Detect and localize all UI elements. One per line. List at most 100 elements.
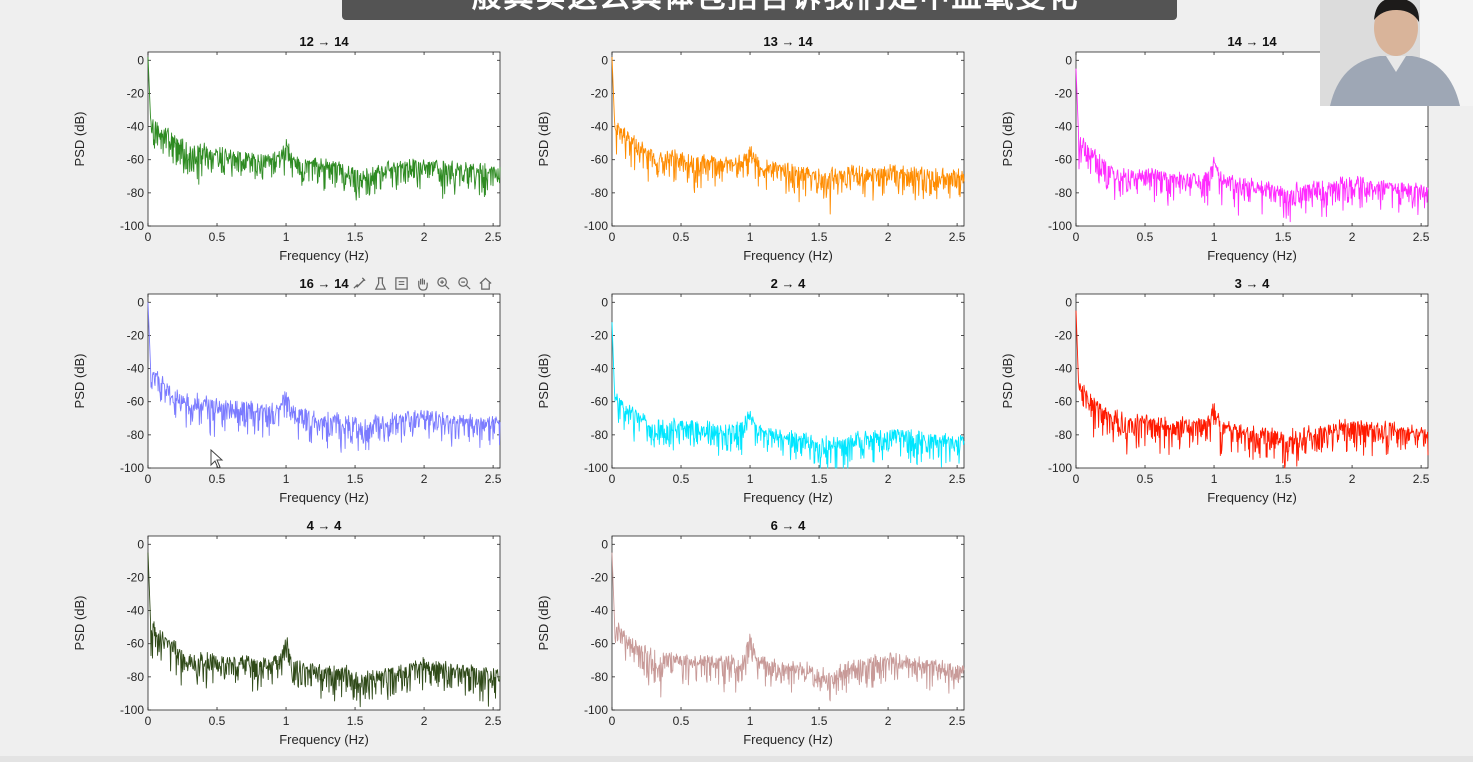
y-axis-label: PSD (dB) (536, 112, 551, 167)
x-tick-label: 0.5 (673, 714, 690, 728)
x-tick-label: 0 (145, 714, 152, 728)
y-tick-label: -100 (584, 703, 608, 717)
x-tick-label: 0.5 (673, 230, 690, 244)
subplot: 0 0.5 1 1.5 2 2.5 0 -20 -40 -60 -80 -100 4 → 4 Freque… (72, 518, 502, 747)
x-tick-label: 1 (283, 230, 290, 244)
subplot-title: 6 → 4 (771, 518, 806, 533)
x-tick-label: 2 (885, 230, 892, 244)
data-tip-icon[interactable] (371, 274, 390, 293)
y-tick-label: -40 (1055, 120, 1073, 134)
x-axis-label: Frequency (Hz) (743, 248, 833, 263)
x-tick-label: 0.5 (1137, 230, 1154, 244)
pan-hand-icon[interactable] (413, 274, 432, 293)
zoom-in-icon[interactable] (434, 274, 453, 293)
x-tick-label: 1.5 (1275, 230, 1292, 244)
x-tick-label: 2.5 (949, 714, 966, 728)
y-axis-label: PSD (dB) (536, 596, 551, 651)
x-tick-label: 0 (609, 472, 616, 486)
y-tick-label: -40 (591, 120, 609, 134)
psd-series-line (1075, 68, 1429, 223)
x-axis-label: Frequency (Hz) (279, 732, 369, 747)
psd-series-line (611, 552, 965, 702)
subplot-title: 12 → 14 (299, 34, 349, 49)
axes-box (147, 293, 501, 469)
axes-box (611, 535, 965, 711)
x-tick-label: 2 (885, 714, 892, 728)
y-tick-label: -60 (591, 637, 609, 651)
x-axis-label: Frequency (Hz) (743, 490, 833, 505)
axes-box (147, 51, 501, 227)
x-tick-label: 2.5 (1413, 472, 1430, 486)
y-tick-label: -60 (591, 395, 609, 409)
subplot: 0 0.5 1 1.5 2 2.5 0 -20 -40 -60 -80 -100 3 → 4 Freque… (1000, 276, 1430, 505)
x-tick-label: 1.5 (347, 714, 364, 728)
axes-toolbar (350, 273, 495, 293)
y-tick-label: -100 (1048, 219, 1072, 233)
psd-series-line (1075, 310, 1429, 469)
x-tick-label: 2 (421, 714, 428, 728)
y-tick-label: -20 (591, 86, 609, 100)
y-tick-label: -100 (1048, 461, 1072, 475)
y-tick-label: -60 (1055, 395, 1073, 409)
subplot-title: 16 → 14 (299, 276, 349, 291)
y-tick-label: -100 (120, 461, 144, 475)
psd-series-line (611, 322, 965, 469)
y-axis-label: PSD (dB) (536, 354, 551, 409)
x-tick-label: 1.5 (347, 472, 364, 486)
y-tick-label: -40 (127, 120, 145, 134)
x-axis-label: Frequency (Hz) (279, 490, 369, 505)
x-tick-label: 1 (747, 230, 754, 244)
subplot: 0 0.5 1 1.5 2 2.5 0 -20 -40 -60 -80 -100 16 → 14 Freq… (72, 276, 502, 505)
x-tick-label: 1.5 (811, 472, 828, 486)
y-axis-label: PSD (dB) (72, 596, 87, 651)
brush-icon[interactable] (350, 274, 369, 293)
y-tick-label: -60 (591, 153, 609, 167)
subplot: 0 0.5 1 1.5 2 2.5 0 -20 -40 -60 -80 -100 12 → 14 Freq… (72, 34, 502, 263)
x-tick-label: 1.5 (811, 230, 828, 244)
psd-series-line (147, 552, 501, 708)
x-tick-label: 0 (145, 472, 152, 486)
zoom-out-icon[interactable] (455, 274, 474, 293)
y-tick-label: -20 (591, 570, 609, 584)
bottom-border (0, 756, 1473, 762)
y-axis-label: PSD (dB) (72, 112, 87, 167)
subplot: 0 0.5 1 1.5 2 2.5 0 -20 -40 -60 -80 -100 2 → 4 Freque… (536, 276, 966, 505)
y-tick-label: -20 (127, 570, 145, 584)
y-tick-label: 0 (601, 53, 608, 67)
y-tick-label: -40 (591, 362, 609, 376)
x-axis-label: Frequency (Hz) (743, 732, 833, 747)
x-tick-label: 1 (747, 472, 754, 486)
x-tick-label: 2 (421, 472, 428, 486)
x-tick-label: 1 (283, 714, 290, 728)
psd-series-line (147, 56, 501, 201)
x-tick-label: 0 (609, 714, 616, 728)
y-tick-label: -80 (591, 670, 609, 684)
y-tick-label: 0 (601, 295, 608, 309)
x-tick-label: 2.5 (949, 472, 966, 486)
x-tick-label: 2 (421, 230, 428, 244)
x-tick-label: 0 (609, 230, 616, 244)
x-tick-label: 1 (747, 714, 754, 728)
psd-series-line (147, 302, 501, 453)
x-axis-label: Frequency (Hz) (1207, 248, 1297, 263)
subplot-title: 4 → 4 (307, 518, 342, 533)
subplot-title: 3 → 4 (1235, 276, 1270, 291)
y-tick-label: -40 (591, 604, 609, 618)
y-tick-label: -80 (1055, 186, 1073, 200)
y-axis-label: PSD (dB) (1000, 112, 1015, 167)
subplot: 0 0.5 1 1.5 2 2.5 0 -20 -40 -60 -80 -100 6 → 4 Freque… (536, 518, 966, 747)
x-tick-label: 1 (1211, 472, 1218, 486)
y-tick-label: -100 (120, 219, 144, 233)
home-icon[interactable] (476, 274, 495, 293)
y-tick-label: -60 (127, 637, 145, 651)
x-tick-label: 2.5 (485, 472, 502, 486)
x-axis-label: Frequency (Hz) (1207, 490, 1297, 505)
y-tick-label: -20 (127, 86, 145, 100)
y-tick-label: -40 (127, 362, 145, 376)
legend-icon[interactable] (392, 274, 411, 293)
x-tick-label: 1.5 (811, 714, 828, 728)
psd-series-line (611, 56, 965, 215)
y-tick-label: 0 (137, 295, 144, 309)
x-tick-label: 1 (1211, 230, 1218, 244)
y-axis-label: PSD (dB) (72, 354, 87, 409)
